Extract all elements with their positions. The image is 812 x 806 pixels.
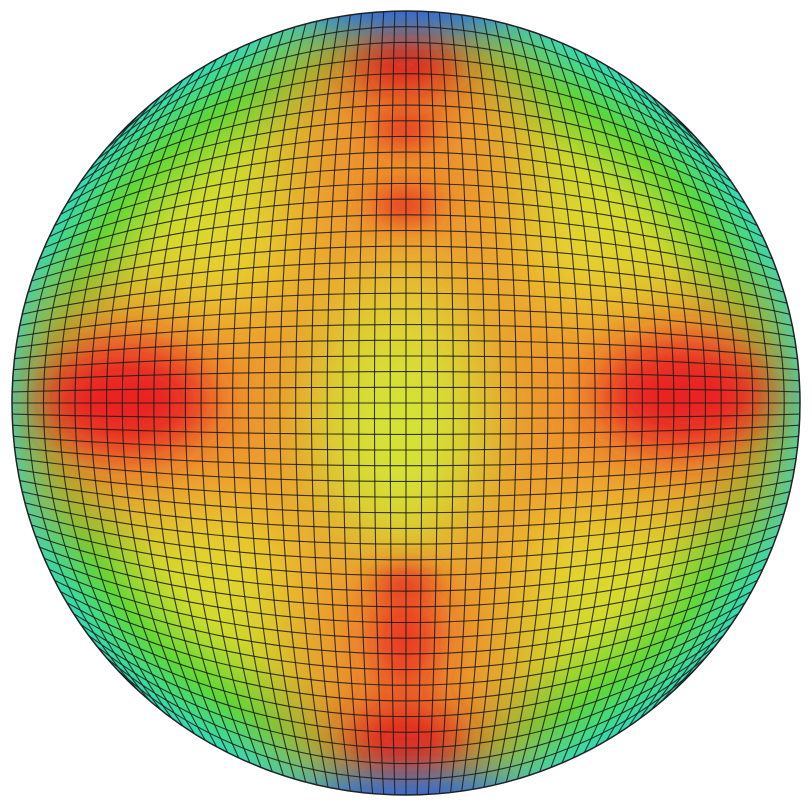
mesh-line [427,11,439,795]
mesh-line [539,34,596,772]
mesh-line [39,546,773,608]
mesh-line [639,87,738,719]
mesh-line [461,14,486,792]
mesh-line [24,502,788,545]
mesh-line [22,491,790,529]
mesh-line [66,602,746,686]
mesh-line [14,446,798,467]
mesh-line [60,591,752,671]
mesh-line [12,413,800,420]
mesh-line [505,23,549,783]
mesh-line [35,535,777,592]
mesh-line [15,457,797,482]
mesh-line [561,42,628,764]
mesh-line [494,21,533,785]
mesh-line [650,95,754,711]
mesh-line [516,26,565,780]
mesh-line [12,424,800,435]
mesh-line [73,613,739,702]
mesh-line [17,468,795,498]
mesh-line [43,557,769,624]
mesh-line [472,16,502,790]
mesh-line [31,524,781,577]
mesh-line [606,65,691,741]
mesh-line [48,568,764,639]
outline [11,10,801,796]
mesh-line [594,59,675,747]
mesh-line [450,13,470,793]
mesh-line [97,646,715,749]
mesh-line [13,435,799,451]
mesh-line [88,635,724,733]
center-zone [305,255,495,560]
mesh-line [116,668,696,780]
mesh-line [19,480,793,514]
mesh-line [416,11,423,795]
mesh-line [673,114,785,692]
mesh-line [550,38,612,768]
mesh-line [661,104,770,702]
mesh-line [628,79,722,727]
mesh-line [617,72,706,734]
mesh-line [80,624,732,718]
mesh-line [27,513,785,561]
mesh-line [483,18,517,788]
mesh-line [438,12,454,794]
mesh-lines [12,11,800,795]
mesh-line [583,53,659,753]
mesh-line [106,657,706,765]
mesh-line [572,47,643,759]
mesh-line [528,30,580,776]
mesh-line [54,579,758,655]
